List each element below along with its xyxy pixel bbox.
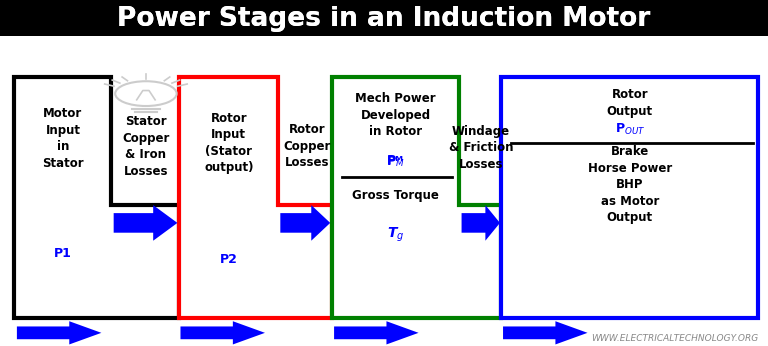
Polygon shape — [503, 321, 588, 345]
Text: P$_M$: P$_M$ — [386, 154, 405, 169]
Polygon shape — [280, 205, 330, 241]
Polygon shape — [462, 205, 500, 241]
Polygon shape — [17, 321, 101, 345]
Text: Power Stages in an Induction Motor: Power Stages in an Induction Motor — [118, 6, 650, 32]
Polygon shape — [332, 76, 501, 318]
Text: P$_{OUT}$: P$_{OUT}$ — [614, 122, 645, 137]
Text: Windage
& Friction
Losses: Windage & Friction Losses — [449, 125, 513, 171]
Text: Rotor
Copper
Losses: Rotor Copper Losses — [283, 123, 331, 169]
Text: WWW.ELECTRICALTECHNOLOGY.ORG: WWW.ELECTRICALTECHNOLOGY.ORG — [591, 334, 759, 343]
Text: Mech Power
Developed
in Rotor: Mech Power Developed in Rotor — [356, 92, 435, 138]
Text: T$_g$: T$_g$ — [387, 225, 404, 244]
Polygon shape — [14, 76, 179, 318]
Polygon shape — [334, 321, 419, 345]
Text: Rotor
Input
(Stator
output): Rotor Input (Stator output) — [204, 112, 253, 174]
Polygon shape — [179, 76, 332, 318]
Text: Motor
Input
in
Stator: Motor Input in Stator — [42, 107, 84, 170]
Text: P2: P2 — [220, 253, 238, 266]
Text: Stator
Copper
& Iron
Losses: Stator Copper & Iron Losses — [122, 115, 170, 177]
Bar — [501, 76, 758, 318]
Text: Brake
Horse Power
BHP
as Motor
Output: Brake Horse Power BHP as Motor Output — [588, 145, 672, 225]
Text: Power Stages in an Induction Motor: Power Stages in an Induction Motor — [118, 6, 650, 32]
Text: Rotor
Output: Rotor Output — [607, 88, 653, 118]
Polygon shape — [180, 321, 265, 345]
Polygon shape — [114, 205, 177, 241]
Text: Gross Torque: Gross Torque — [352, 189, 439, 202]
Text: P1: P1 — [54, 247, 72, 260]
Text: Pᴹ: Pᴹ — [387, 155, 404, 168]
